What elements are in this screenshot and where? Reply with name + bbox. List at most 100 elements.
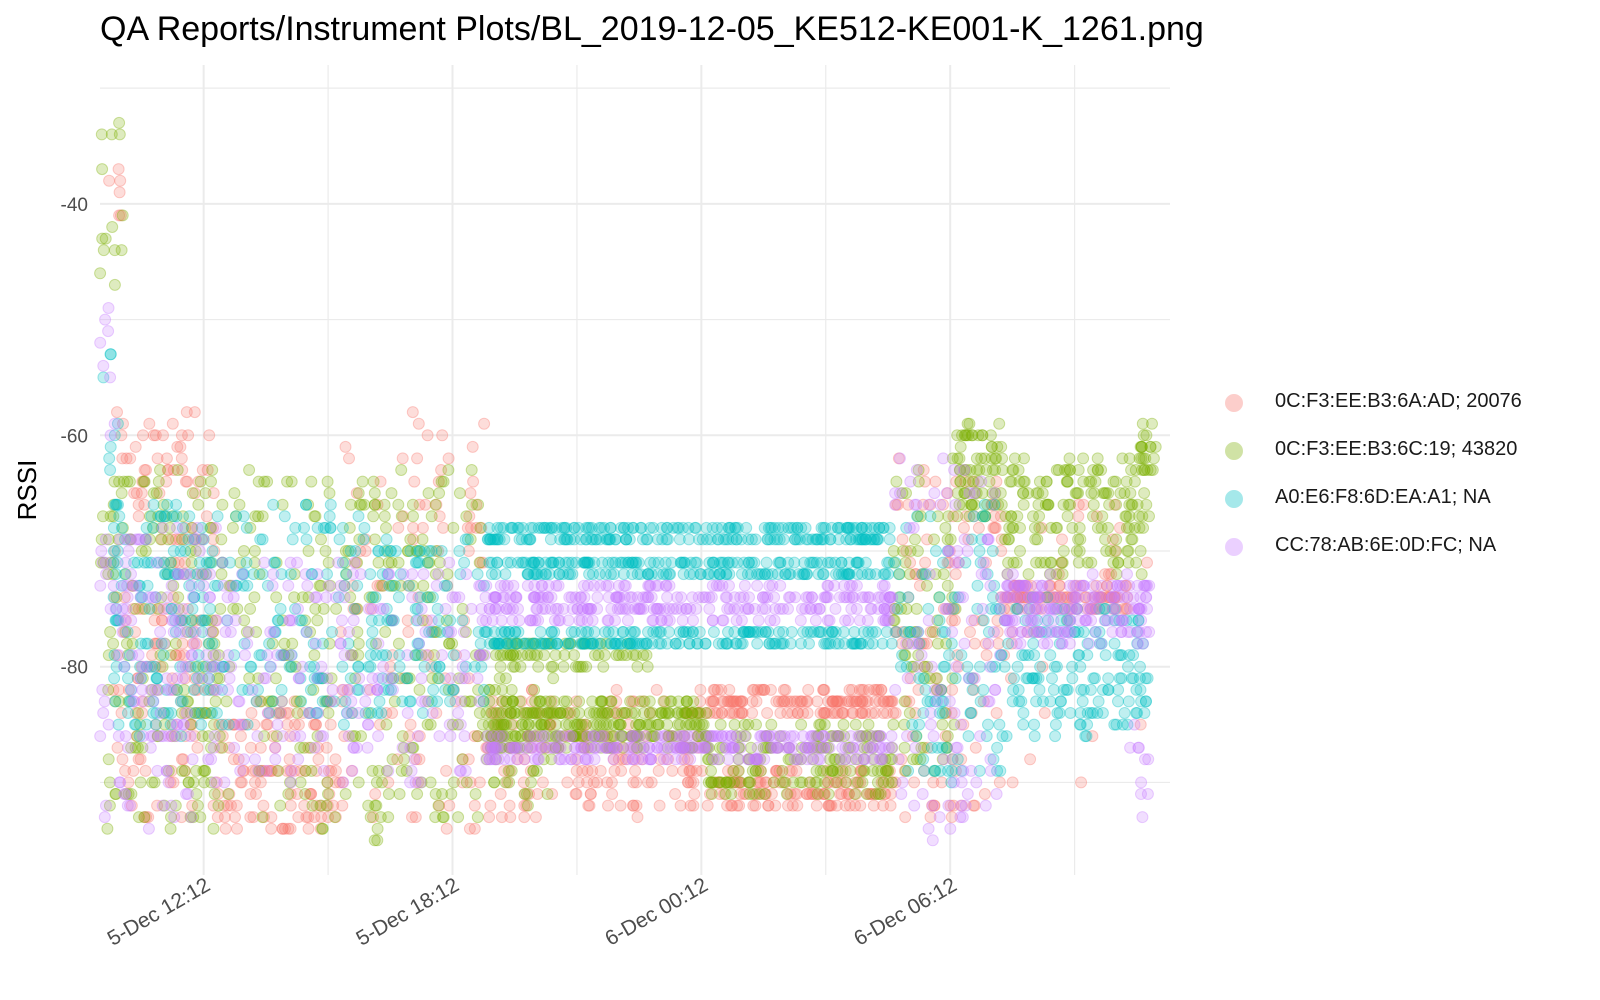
data-point	[196, 464, 209, 476]
data-point	[625, 730, 638, 743]
data-point	[704, 695, 717, 708]
data-point	[221, 799, 234, 812]
data-point	[1006, 776, 1019, 789]
data-point	[292, 811, 305, 824]
data-point	[601, 776, 613, 789]
data-point	[1006, 568, 1019, 581]
data-point	[627, 741, 640, 754]
data-point	[803, 788, 816, 800]
data-point	[137, 429, 149, 442]
data-point	[408, 475, 421, 488]
data-point	[416, 533, 429, 546]
data-point	[992, 637, 1005, 650]
data-point	[311, 568, 324, 581]
data-point	[380, 521, 392, 534]
data-point	[600, 707, 612, 719]
data-point	[367, 811, 379, 824]
data-point	[276, 822, 289, 835]
data-point	[258, 556, 271, 569]
data-point	[329, 591, 342, 604]
data-point	[493, 730, 506, 743]
data-point	[99, 232, 112, 245]
data-point	[895, 788, 908, 800]
data-point	[1035, 521, 1048, 534]
data-point	[162, 464, 175, 476]
data-point	[343, 626, 355, 638]
data-point	[460, 510, 473, 523]
data-point	[910, 498, 923, 511]
data-point	[1063, 452, 1076, 465]
data-point	[316, 822, 329, 835]
data-point	[435, 475, 448, 488]
data-point	[584, 788, 597, 800]
data-point	[210, 614, 223, 627]
data-point	[294, 730, 307, 743]
data-point	[948, 602, 961, 615]
data-point	[541, 788, 554, 800]
data-point	[750, 788, 763, 800]
data-point	[1047, 683, 1060, 696]
data-point	[371, 822, 384, 835]
data-point	[696, 764, 708, 777]
data-point	[205, 556, 218, 569]
data-point	[759, 788, 772, 800]
data-point	[851, 776, 864, 789]
data-point	[878, 788, 891, 800]
data-point	[210, 683, 223, 696]
data-point	[134, 672, 147, 685]
data-point	[396, 730, 409, 743]
data-point	[795, 521, 808, 534]
data-point	[776, 764, 789, 777]
data-point	[644, 556, 657, 569]
data-point	[880, 707, 893, 719]
data-point	[680, 707, 693, 719]
data-point	[980, 556, 992, 569]
data-point	[532, 707, 545, 719]
data-point	[255, 695, 268, 708]
data-point	[945, 637, 958, 650]
data-point	[946, 683, 959, 696]
data-point	[917, 464, 930, 476]
data-point	[1078, 591, 1091, 604]
data-point	[424, 718, 437, 731]
data-point	[836, 707, 849, 719]
data-point	[244, 741, 257, 754]
data-point	[1011, 602, 1024, 615]
data-point	[238, 614, 251, 627]
data-point	[278, 649, 291, 662]
data-point	[1049, 730, 1062, 743]
data-point	[168, 730, 181, 743]
data-point	[194, 811, 207, 824]
data-point	[855, 637, 868, 650]
data-point	[842, 614, 855, 627]
data-point	[583, 799, 596, 812]
data-point	[137, 475, 150, 488]
data-point	[117, 417, 129, 430]
data-point	[113, 510, 126, 523]
data-point	[186, 521, 199, 534]
data-point	[925, 660, 938, 673]
data-point	[197, 579, 210, 592]
data-point	[942, 545, 955, 557]
data-point	[337, 776, 350, 789]
data-point	[348, 602, 361, 615]
data-point	[604, 695, 617, 708]
data-point	[257, 799, 270, 812]
data-point	[183, 510, 196, 523]
data-point	[119, 764, 132, 777]
data-point	[362, 718, 374, 731]
data-point	[228, 487, 241, 500]
data-point	[213, 718, 226, 731]
data-point	[185, 556, 198, 569]
data-point	[883, 533, 896, 546]
data-point	[758, 521, 771, 534]
data-point	[192, 672, 205, 685]
data-point	[256, 510, 269, 523]
data-point	[208, 730, 221, 743]
data-point	[1120, 510, 1133, 523]
y-tick-label: -40	[61, 195, 88, 216]
data-point	[425, 614, 438, 627]
data-point	[114, 174, 127, 187]
data-point	[191, 799, 204, 812]
data-point	[673, 718, 686, 731]
